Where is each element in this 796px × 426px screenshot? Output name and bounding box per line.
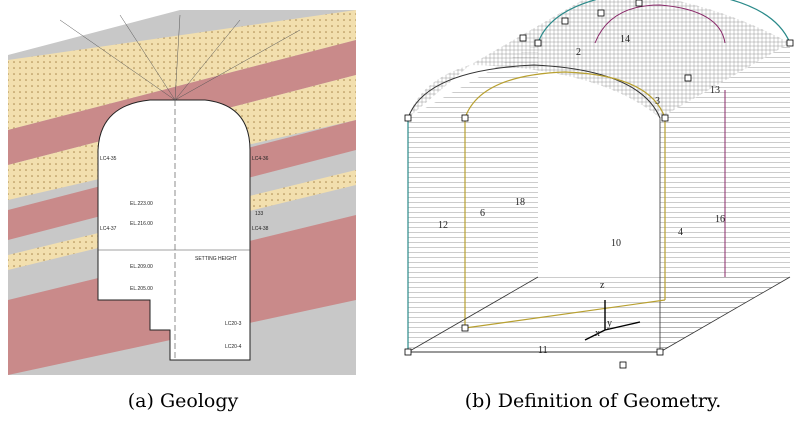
- geology-label: LC4-36: [252, 156, 269, 162]
- geometry-label: z: [600, 280, 605, 291]
- geometry-label: x: [595, 328, 600, 339]
- geometry-label: 2: [576, 47, 581, 58]
- page: (a) Geology (b) Definition of Geometry.: [0, 0, 796, 426]
- geometry-label: 14: [620, 34, 630, 45]
- geometry-label: 13: [710, 85, 720, 96]
- caption: (b) Definition of Geometry.: [465, 390, 722, 412]
- geometry-label: 12: [438, 220, 448, 231]
- geometry-image: [405, 0, 793, 368]
- geometry-label: 10: [611, 238, 621, 249]
- geology-label: EL.209.00: [130, 264, 153, 270]
- geometry-label: 16: [715, 214, 725, 225]
- geology-label: LC4-38: [252, 226, 269, 232]
- caption: (a) Geology: [128, 390, 239, 412]
- geometry-label: y: [607, 318, 612, 329]
- geometry-label: 6: [480, 208, 485, 219]
- geology-label: LC20-4: [225, 344, 242, 350]
- geology-label: SETTING HEIGHT: [195, 256, 237, 262]
- geometry-label: 4: [678, 227, 683, 238]
- geometry-label: 18: [515, 197, 525, 208]
- geology-label: LC4-37: [100, 226, 117, 232]
- geometry-label: 3: [655, 96, 660, 107]
- geology-image: [8, 10, 356, 375]
- geology-label: EL.205.00: [130, 286, 153, 292]
- geology-label: EL.223.00: [130, 201, 153, 207]
- geology-label: 133: [255, 211, 264, 217]
- geology-label: EL.216.00: [130, 221, 153, 227]
- figure: (a) Geology (b) Definition of Geometry.: [0, 0, 796, 426]
- geology-label: LC4-35: [100, 156, 117, 162]
- geology-label: LC20-3: [225, 321, 242, 327]
- geometry-label: 11: [538, 345, 548, 356]
